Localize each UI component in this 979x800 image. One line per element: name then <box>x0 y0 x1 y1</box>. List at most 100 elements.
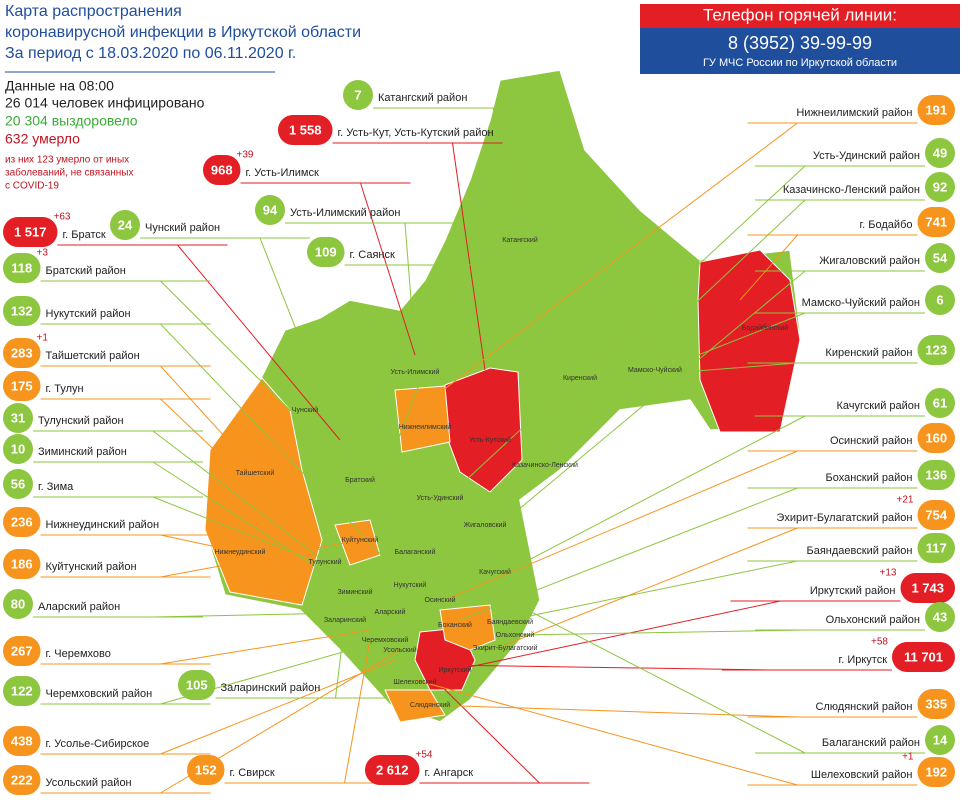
callout-value: 80 <box>11 596 25 611</box>
callout-label: Чунский район <box>145 222 220 234</box>
callout-badge <box>917 533 955 563</box>
callout-value: 92 <box>933 179 947 194</box>
map-label: Усть-Кутский <box>469 436 511 444</box>
leader-line <box>335 619 346 699</box>
leader-line <box>152 496 351 576</box>
callout-value: 61 <box>933 395 947 410</box>
callout-label: Катангский район <box>378 92 467 104</box>
stat-died: 632 умерло <box>5 131 80 147</box>
callout-value: 109 <box>315 244 337 259</box>
callout-label: Нукутский район <box>46 308 131 320</box>
title: За период с 18.03.2020 по 06.11.2020 г. <box>5 45 296 62</box>
leader-line <box>459 487 798 621</box>
callout-value: 754 <box>925 507 947 522</box>
callout-label: г. Зима <box>38 481 74 493</box>
callout-label: Усольский район <box>46 777 132 789</box>
callout-label: г. Черемхово <box>46 648 111 660</box>
callout-badge <box>187 755 225 785</box>
callout-value: 2 612 <box>376 762 409 777</box>
map-label: Катангский <box>502 236 538 244</box>
callout-delta: +13 <box>880 568 897 579</box>
leader-line <box>504 527 798 646</box>
leader-line <box>429 704 798 718</box>
stat-note: заболеваний, не связанных <box>5 167 133 179</box>
callout-label: Тулунский район <box>38 415 124 427</box>
leader-line <box>579 362 798 381</box>
callout-label: Тайшетский район <box>46 350 140 362</box>
leader-line <box>160 629 371 665</box>
callout-label: Куйтунский район <box>46 561 137 573</box>
map-label: Усольский <box>383 646 417 654</box>
callout-badge <box>892 642 955 672</box>
callout-label: Черемховский район <box>46 688 153 700</box>
callout-badge <box>917 757 955 787</box>
callout-label: Боханский район <box>825 472 912 484</box>
district-nizhneilimsk <box>394 385 451 453</box>
callout-delta: +54 <box>416 750 433 761</box>
callout-value: 7 <box>354 87 361 102</box>
map-label: Бодайбинский <box>742 324 788 332</box>
callout-value: 11 701 <box>904 649 943 664</box>
callout-value: 192 <box>925 764 947 779</box>
leader-line <box>160 280 361 481</box>
leader-line <box>439 664 773 671</box>
callout-badge <box>365 755 420 785</box>
callout-badge <box>917 335 955 365</box>
callout-value: 186 <box>11 556 33 571</box>
callout-value: 54 <box>933 250 948 265</box>
callout-value: 31 <box>11 410 25 425</box>
map-label: Чунский <box>292 406 319 414</box>
map-label: Усть-Удинский <box>417 494 464 502</box>
callout-badge <box>3 371 41 401</box>
callout-label: Аларский район <box>38 601 120 613</box>
leader-line <box>492 107 531 216</box>
callout-label: г. Саянск <box>350 249 395 261</box>
callout-badge <box>3 434 33 464</box>
leader-line <box>177 244 341 441</box>
callout-badge <box>307 237 345 267</box>
callout-value: 283 <box>11 345 33 360</box>
stat-date: Данные на 08:00 <box>5 78 114 94</box>
callout-label: Мамско-Чуйский район <box>802 297 920 309</box>
callout-badge <box>3 676 41 706</box>
map-label: Нукутский <box>394 581 427 589</box>
hotline-title: Телефон горячей линии: <box>703 5 897 24</box>
callout-delta: +3 <box>37 248 49 259</box>
callout-label: Киренский район <box>825 347 912 359</box>
callout-value: 267 <box>11 643 33 658</box>
leader-line <box>419 664 540 784</box>
leader-line <box>499 270 806 526</box>
callout-badge <box>278 115 333 145</box>
map-label: Боханский <box>438 621 472 629</box>
callout-value: 118 <box>11 260 32 275</box>
callout-label: Ольхонский район <box>826 614 920 626</box>
leader-line <box>404 222 416 351</box>
district-taishet <box>204 377 323 606</box>
map-label: Иркутский <box>438 666 471 674</box>
title: коронавирусной инфекции в Иркутской обла… <box>5 24 361 41</box>
callout-label: Качугский район <box>836 400 920 412</box>
map-label: Усть-Илимский <box>391 368 440 376</box>
leader-line <box>152 461 356 593</box>
leader-line <box>544 199 806 446</box>
leader-line <box>414 679 798 786</box>
leader-line <box>160 398 321 551</box>
callout-label: г. Братск <box>63 229 106 241</box>
callout-badge <box>3 765 41 795</box>
callout-label: Слюдянский район <box>815 701 912 713</box>
callout-badge <box>3 403 33 433</box>
callout-value: 132 <box>11 303 33 318</box>
callout-value: 175 <box>11 378 33 393</box>
hotline-phone: 8 (3952) 39-99-99 <box>728 33 872 53</box>
leader-line <box>160 323 411 586</box>
leader-line <box>452 142 486 371</box>
leader-line <box>160 534 241 553</box>
leader-line <box>374 264 465 501</box>
callout-delta: +39 <box>237 150 254 161</box>
callout-badge <box>925 725 955 755</box>
callout-label: Иркутский район <box>810 585 896 597</box>
callout-value: 117 <box>926 540 947 555</box>
callout-label: Баяндаевский район <box>807 545 913 557</box>
leader-line <box>429 122 798 401</box>
